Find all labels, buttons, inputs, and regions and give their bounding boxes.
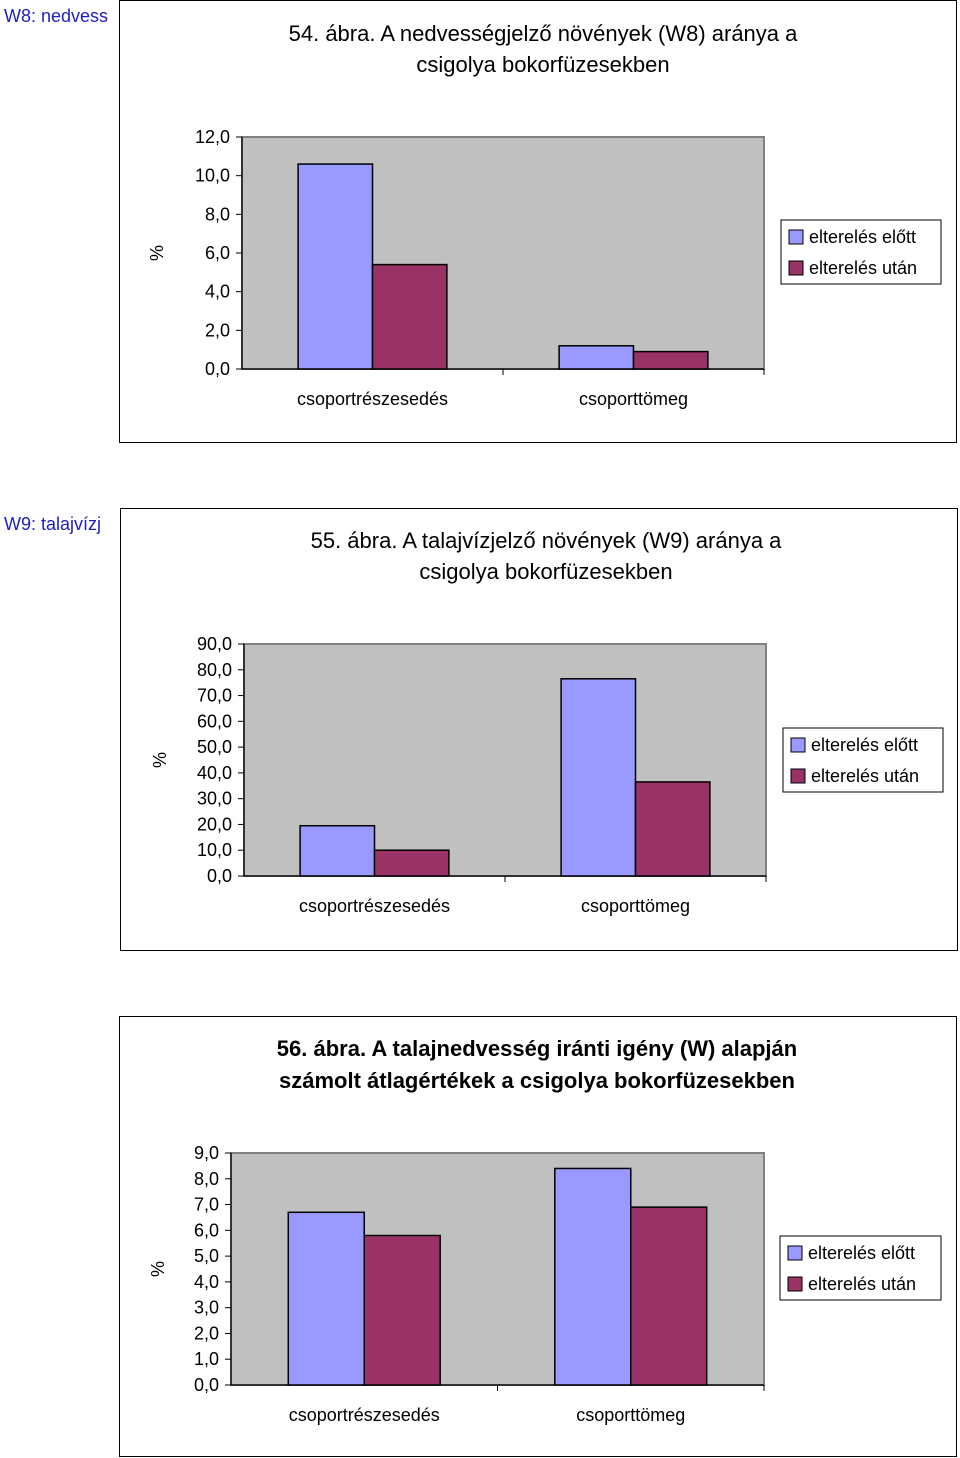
y-tick-label: 2,0 <box>205 320 230 340</box>
bar-elterelés-után <box>373 849 450 877</box>
bar-elterelés-előtt <box>287 1211 365 1386</box>
bar-elterelés-után <box>634 781 711 877</box>
legend-label: elterelés előtt <box>808 1243 915 1263</box>
legend-label: elterelés előtt <box>811 735 918 755</box>
chart-panel-w9: 55. ábra. A talajvízjelző növények (W9) … <box>120 508 958 951</box>
legend-swatch <box>788 260 804 276</box>
legend-swatch <box>788 229 804 245</box>
y-tick-label: 10,0 <box>195 166 230 186</box>
y-axis-label: % <box>150 752 170 768</box>
y-tick-label: 80,0 <box>197 660 232 680</box>
x-tick-label: csoportrészesedés <box>299 896 450 916</box>
y-tick-label: 5,0 <box>194 1246 219 1266</box>
legend-swatch <box>790 768 806 784</box>
y-tick-label: 30,0 <box>197 789 232 809</box>
bar-elterelés-előtt <box>297 163 374 370</box>
y-tick-label: 60,0 <box>197 711 232 731</box>
chart-w9-svg: 55. ábra. A talajvízjelző növények (W9) … <box>150 528 944 916</box>
x-tick-label: csoportrészesedés <box>297 389 448 409</box>
chart-title-line: 54. ábra. A nedvességjelző növények (W8)… <box>289 21 799 46</box>
y-tick-label: 0,0 <box>207 866 232 886</box>
legend-label: elterelés előtt <box>809 227 916 247</box>
chart-panel-w8: 54. ábra. A nedvességjelző növények (W8)… <box>119 0 957 443</box>
legend-label: elterelés után <box>808 1274 916 1294</box>
bar-elterelés-előtt <box>299 824 376 877</box>
y-tick-label: 50,0 <box>197 737 232 757</box>
bar-elterelés-után <box>363 1234 441 1386</box>
bar-elterelés-előtt <box>560 678 637 877</box>
legend-box <box>780 219 942 285</box>
chart-title-line: csigolya bokorfüzesekben <box>419 559 672 584</box>
y-tick-label: 8,0 <box>205 204 230 224</box>
bar-elterelés-előtt <box>554 1167 632 1386</box>
bar-elterelés-után <box>630 1206 708 1386</box>
legend-swatch <box>787 1276 803 1292</box>
chart-title-line: számolt átlagértékek a csigolya bokorfüz… <box>279 1068 795 1093</box>
y-tick-label: 8,0 <box>194 1169 219 1189</box>
legend-box <box>782 727 944 793</box>
w9-side-label: W9: talajvízj <box>4 514 102 534</box>
legend-box <box>779 1235 942 1301</box>
w8-side-label: W8: nedvess <box>4 6 109 26</box>
y-tick-label: 1,0 <box>194 1349 219 1369</box>
x-tick-label: csoporttömeg <box>576 1405 685 1425</box>
chart-w-svg: 56. ábra. A talajnedvesség iránti igény … <box>148 1036 942 1425</box>
legend-swatch <box>790 737 806 753</box>
x-tick-label: csoporttömeg <box>581 896 690 916</box>
y-tick-label: 0,0 <box>194 1375 219 1395</box>
y-tick-label: 40,0 <box>197 763 232 783</box>
chart-w8-svg: 54. ábra. A nedvességjelző növények (W8)… <box>147 21 942 409</box>
y-tick-label: 3,0 <box>194 1298 219 1318</box>
y-tick-label: 4,0 <box>205 282 230 302</box>
x-tick-label: csoporttömeg <box>579 389 688 409</box>
y-tick-label: 6,0 <box>205 243 230 263</box>
y-tick-label: 70,0 <box>197 686 232 706</box>
y-tick-label: 20,0 <box>197 814 232 834</box>
legend-swatch <box>787 1245 803 1261</box>
bar-elterelés-után <box>371 263 448 370</box>
y-tick-label: 12,0 <box>195 127 230 147</box>
y-tick-label: 0,0 <box>205 359 230 379</box>
y-axis-label: % <box>147 245 167 261</box>
chart-panel-w: 56. ábra. A talajnedvesség iránti igény … <box>119 1016 957 1457</box>
y-tick-label: 10,0 <box>197 840 232 860</box>
legend-label: elterelés után <box>809 258 917 278</box>
y-axis-label: % <box>148 1261 168 1277</box>
x-tick-label: csoportrészesedés <box>289 1405 440 1425</box>
y-tick-label: 6,0 <box>194 1220 219 1240</box>
y-tick-label: 7,0 <box>194 1195 219 1215</box>
y-tick-label: 9,0 <box>194 1143 219 1163</box>
chart-title-line: csigolya bokorfüzesekben <box>416 52 669 77</box>
chart-title-line: 56. ábra. A talajnedvesség iránti igény … <box>277 1036 797 1061</box>
bar-elterelés-előtt <box>558 345 635 370</box>
y-tick-label: 4,0 <box>194 1272 219 1292</box>
chart-title-line: 55. ábra. A talajvízjelző növények (W9) … <box>311 528 783 553</box>
legend-label: elterelés után <box>811 766 919 786</box>
bar-elterelés-után <box>632 350 709 370</box>
y-tick-label: 90,0 <box>197 634 232 654</box>
y-tick-label: 2,0 <box>194 1323 219 1343</box>
